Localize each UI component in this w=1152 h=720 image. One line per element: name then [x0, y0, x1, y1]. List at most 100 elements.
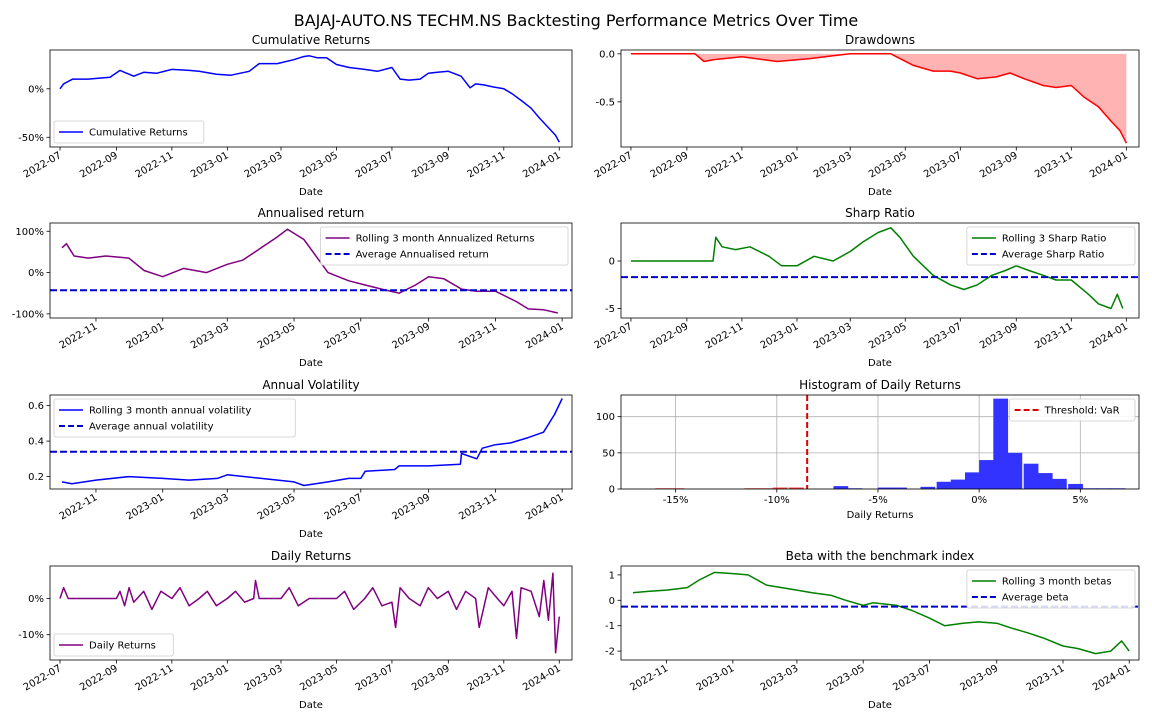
sharp-xtick-label-4: 2023-03 — [812, 321, 854, 351]
sharp-legend-label-0: Rolling 3 Sharp Ratio — [1002, 234, 1106, 245]
annualised-xtick-label-2: 2023-03 — [189, 321, 231, 351]
histogram-bar-24 — [1007, 452, 1023, 489]
sharp-legend-box — [966, 226, 1136, 266]
histogram-xtick-label-3: 0% — [971, 495, 987, 506]
drawdowns-xtick-label-6: 2023-07 — [922, 150, 964, 180]
annualised-plot-area — [50, 228, 572, 314]
beta-xtick-label-2: 2023-03 — [759, 663, 801, 693]
sharp-xtick-label-0: 2022-07 — [593, 321, 635, 351]
daily-legend: Daily Returns — [53, 633, 174, 657]
sharp-xtick-label-1: 2022-09 — [649, 321, 691, 351]
histogram-legend: Threshold: VaR — [1009, 398, 1136, 422]
histogram-ytick-label-1: 50 — [602, 448, 615, 459]
annualised-ytick-label-2: -100% — [12, 309, 44, 320]
volatility-xlabel: Date — [299, 529, 323, 540]
cumulative-xtick-label-5: 2023-05 — [298, 150, 340, 180]
drawdowns-title: Drawdowns — [845, 33, 915, 47]
drawdowns-xtick-label-2: 2022-11 — [704, 150, 746, 180]
sharp-xtick-label-3: 2023-01 — [759, 321, 801, 351]
beta-axes-frame — [620, 565, 1140, 661]
daily-xtick-label-2: 2022-11 — [134, 663, 176, 693]
drawdowns-series-0 — [630, 53, 1128, 144]
histogram-bar-19 — [936, 481, 952, 489]
histogram-bar-23 — [993, 398, 1009, 489]
volatility-xtick-label-2: 2023-03 — [189, 492, 231, 522]
sharp-ytick-label-0: 0 — [609, 257, 615, 268]
annualised-legend: Rolling 3 month Annualized Returns Averag… — [320, 226, 569, 266]
beta-xtick-label-6: 2023-11 — [1025, 663, 1067, 693]
daily-xtick-label-5: 2023-05 — [298, 663, 340, 693]
beta-xtick-label-0: 2022-11 — [628, 663, 670, 693]
sharp-xtick-label-2: 2022-11 — [704, 321, 746, 351]
volatility-legend-label-0: Rolling 3 month annual volatility — [89, 406, 251, 417]
histogram-bar-15 — [877, 487, 893, 489]
sharp-legend-label-1: Average Sharp Ratio — [1002, 250, 1104, 261]
cumulative-xtick-label-6: 2023-07 — [354, 150, 396, 180]
sharp-chart: Sharp Ratio 0 -5 2022-07 2022-09 2022-11 2023-… — [593, 206, 1140, 369]
daily-xtick-label-7: 2023-09 — [410, 663, 452, 693]
histogram-plot-area — [655, 395, 1126, 489]
histogram-bar-12 — [833, 486, 849, 489]
volatility-xtick-label-3: 2023-05 — [256, 492, 298, 522]
annualised-xtick-label-6: 2023-11 — [457, 321, 499, 351]
volatility-title: Annual Volatility — [262, 378, 359, 392]
volatility-plot-area — [50, 398, 572, 487]
annualised-title: Annualised return — [258, 206, 365, 220]
annualised-legend-label-1: Average Annualised return — [356, 250, 489, 261]
daily-legend-box — [53, 633, 174, 657]
drawdowns-axes-frame — [620, 49, 1140, 148]
histogram-xtick-label-2: -5% — [868, 495, 887, 506]
daily-series-0 — [59, 572, 561, 654]
beta-title: Beta with the benchmark index — [786, 549, 975, 563]
histogram-xlabel: Daily Returns — [847, 510, 914, 521]
histogram-bar-22 — [979, 460, 994, 489]
sharp-axes-frame — [620, 222, 1140, 319]
cumulative-legend-box — [53, 120, 205, 144]
histogram-title: Histogram of Daily Returns — [799, 378, 961, 392]
annualised-xlabel: Date — [299, 358, 323, 369]
daily-title: Daily Returns — [271, 549, 351, 563]
histogram-bar-28 — [1068, 483, 1083, 489]
volatility-ytick-label-2: 0.2 — [28, 472, 44, 483]
histogram-bar-16 — [892, 487, 907, 489]
histogram-xtick-label-0: -15% — [663, 495, 689, 506]
daily-ytick-label-1: -10% — [18, 630, 44, 641]
annualised-legend-label-0: Rolling 3 month Annualized Returns — [356, 234, 535, 245]
cumulative-axes-frame — [49, 49, 573, 148]
annualised-xtick-label-4: 2023-07 — [323, 321, 365, 351]
volatility-xtick-label-5: 2023-09 — [390, 492, 432, 522]
daily-chart: Daily Returns 0% -10% 2022-07 2022-09 2022-11… — [18, 549, 573, 711]
drawdowns-xtick-label-9: 2024-01 — [1088, 150, 1130, 180]
annualised-axes-frame — [49, 222, 573, 319]
cumulative-series-0 — [59, 55, 560, 143]
annualised-xtick-label-5: 2023-09 — [390, 321, 432, 351]
daily-xtick-label-3: 2023-01 — [189, 663, 231, 693]
histogram-legend-label-0: Threshold: VaR — [1044, 406, 1120, 417]
volatility-xtick-label-0: 2022-11 — [58, 492, 100, 522]
cumulative-xtick-label-0: 2022-07 — [22, 150, 64, 180]
histogram-bar-8 — [772, 487, 788, 489]
beta-legend-box — [966, 569, 1136, 609]
annualised-legend-box — [320, 226, 569, 266]
cumulative-legend-label-0: Cumulative Returns — [89, 128, 188, 139]
sharp-ytick-label-1: -5 — [605, 304, 615, 315]
volatility-legend-box — [53, 398, 296, 438]
daily-xtick-label-6: 2023-07 — [354, 663, 396, 693]
beta-ytick-label-3: -2 — [605, 647, 615, 658]
histogram-ytick-label-2: 100 — [596, 412, 615, 423]
histogram-bar-9 — [788, 487, 804, 489]
daily-xtick-label-4: 2023-03 — [243, 663, 285, 693]
beta-xlabel: Date — [868, 700, 892, 711]
volatility-ytick-label-0: 0.6 — [28, 401, 44, 412]
sharp-xtick-label-6: 2023-07 — [922, 321, 964, 351]
histogram-xtick-label-1: -10% — [764, 495, 790, 506]
cumulative-xtick-label-4: 2023-03 — [243, 150, 285, 180]
drawdowns-xtick-label-7: 2023-09 — [978, 150, 1020, 180]
drawdowns-xtick-label-4: 2023-03 — [812, 150, 854, 180]
sharp-title: Sharp Ratio — [845, 206, 915, 220]
volatility-xtick-label-6: 2023-11 — [457, 492, 499, 522]
beta-legend: Rolling 3 month betas Average beta — [966, 569, 1136, 609]
annualised-chart: Annualised return 100% 0% -100% 2022-11 2023-… — [12, 206, 573, 369]
cumulative-xtick-label-3: 2023-01 — [189, 150, 231, 180]
drawdowns-xtick-label-0: 2022-07 — [593, 150, 635, 180]
